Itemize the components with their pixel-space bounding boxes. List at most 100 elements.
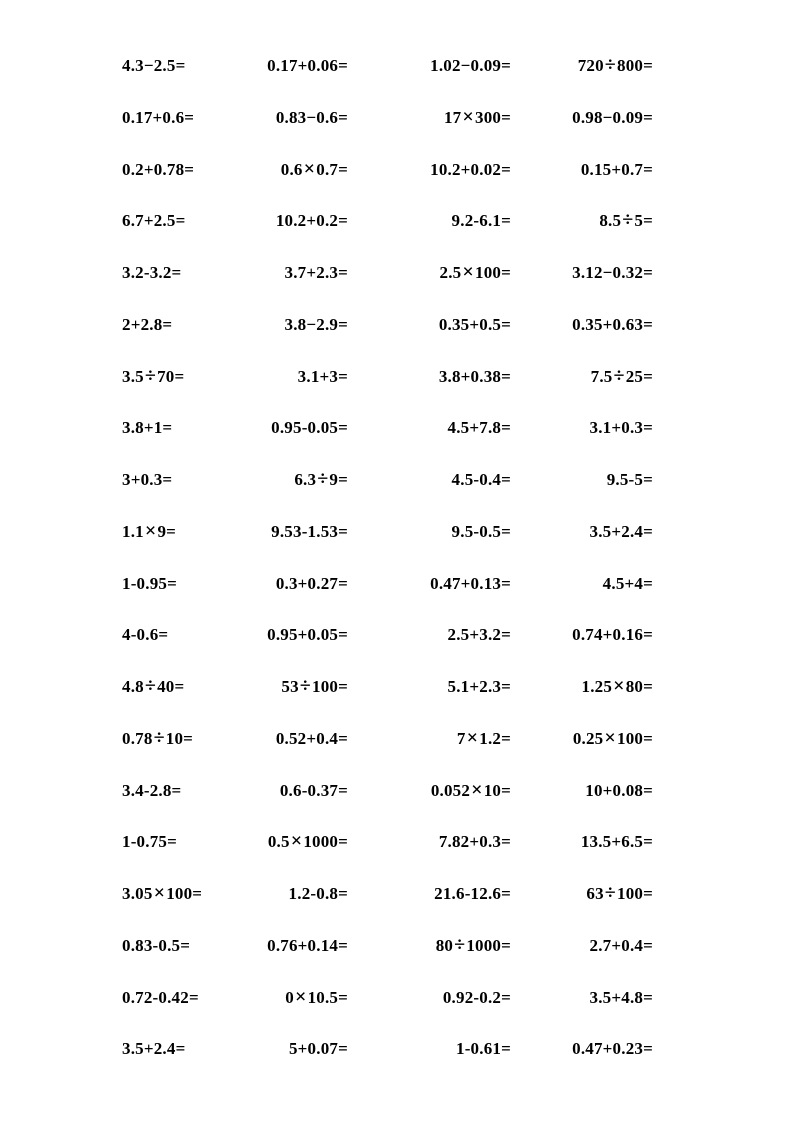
- math-problem: 0.76+0.14=: [267, 935, 348, 955]
- math-problem: 4.5+4=: [602, 573, 653, 593]
- math-problem: 3.4-2.8=: [122, 780, 182, 800]
- math-problem: 1.25×80=: [581, 675, 653, 697]
- math-problem: 6.3÷9=: [294, 468, 348, 490]
- math-problem: 3.1+3=: [297, 366, 348, 386]
- math-problem: 9.5-5=: [606, 470, 653, 489]
- math-problem: 3.8−2.9=: [284, 314, 348, 334]
- math-problem: 0.95-0.05=: [271, 418, 348, 438]
- math-problem: 0.78÷10=: [122, 726, 194, 749]
- math-problem: 63÷100=: [586, 882, 653, 904]
- math-problem: 3.05×100=: [122, 882, 203, 904]
- math-problem: 0.5×1000=: [267, 830, 348, 853]
- math-problem: 1.2-0.8=: [288, 884, 348, 903]
- math-problem: 10.2+0.02=: [430, 159, 511, 179]
- math-problem: 0.52+0.4=: [275, 728, 348, 748]
- math-problem: 2+2.8=: [122, 314, 173, 334]
- operator-symbol: ×: [144, 519, 157, 542]
- math-problem: 2.5×100=: [439, 261, 511, 283]
- math-problem: 0.47+0.23=: [572, 1039, 653, 1059]
- math-problem: 0.72-0.42=: [122, 987, 199, 1007]
- operator-symbol: ×: [462, 261, 474, 283]
- math-problem: 3.5÷70=: [122, 364, 185, 387]
- math-problem: 0.15+0.7=: [580, 159, 653, 179]
- math-problem: 0.6×0.7=: [280, 157, 348, 180]
- math-problem: 3.8+1=: [122, 418, 173, 438]
- operator-symbol: ÷: [613, 364, 625, 387]
- math-problem: 4.5+7.8=: [447, 418, 511, 438]
- math-problem: 21.6-12.6=: [434, 884, 511, 903]
- math-problem: 0×10.5=: [285, 985, 348, 1008]
- operator-symbol: ÷: [454, 933, 466, 956]
- operator-symbol: ÷: [622, 209, 634, 232]
- problems-grid: 4.3−2.5= 0.17+0.06= 1.02−0.09= 720÷800= 0.17…: [122, 54, 653, 1092]
- operator-symbol: ×: [604, 726, 616, 749]
- math-problem: 6.7+2.5=: [122, 211, 186, 231]
- math-problem: 3.8+0.38=: [438, 366, 511, 386]
- math-problem: 3.12−0.32=: [572, 263, 653, 282]
- math-problem: 0.17+0.06=: [267, 56, 348, 75]
- math-problem: 0.98−0.09=: [572, 107, 653, 127]
- math-problem: 3.1+0.3=: [589, 418, 653, 438]
- math-problem: 80÷1000=: [435, 933, 511, 956]
- operator-symbol: ×: [290, 830, 303, 853]
- math-problem: 0.95+0.05=: [267, 625, 348, 645]
- math-problem: 7.82+0.3=: [438, 832, 511, 852]
- operator-symbol: ÷: [317, 468, 329, 490]
- math-problem: 9.53-1.53=: [271, 521, 348, 541]
- math-problem: 4-0.6=: [122, 625, 169, 645]
- math-problem: 0.17+0.6=: [122, 107, 195, 127]
- operator-symbol: ×: [294, 985, 307, 1008]
- operator-symbol: ÷: [299, 675, 311, 697]
- math-problem: 3.5+2.4=: [122, 1039, 186, 1059]
- math-problem: 720÷800=: [577, 54, 653, 76]
- math-problem: 5.1+2.3=: [447, 677, 511, 696]
- math-problem: 0.25×100=: [572, 726, 653, 749]
- math-problem: 8.5÷5=: [599, 209, 653, 232]
- math-problem: 1.1×9=: [122, 519, 177, 542]
- operator-symbol: ÷: [144, 364, 157, 387]
- math-problem: 1-0.95=: [122, 573, 177, 593]
- operator-symbol: ×: [303, 157, 316, 180]
- math-problem: 5+0.07=: [288, 1039, 348, 1059]
- math-problem: 0.6-0.37=: [279, 780, 348, 800]
- operator-symbol: ÷: [604, 882, 616, 904]
- operator-symbol: ÷: [604, 54, 616, 76]
- math-problem: 0.35+0.63=: [572, 314, 653, 334]
- math-problem: 0.74+0.16=: [572, 625, 653, 645]
- operator-symbol: ÷: [144, 675, 157, 697]
- math-problem: 3.7+2.3=: [284, 263, 348, 282]
- math-problem: 4.3−2.5=: [122, 56, 186, 75]
- math-problem: 2.5+3.2=: [447, 625, 511, 645]
- math-problem: 0.052×10=: [430, 778, 511, 801]
- operator-symbol: ÷: [153, 726, 165, 749]
- math-problem: 0.3+0.27=: [275, 573, 348, 593]
- operator-symbol: ×: [466, 726, 479, 749]
- math-problem: 7.5÷25=: [590, 364, 653, 387]
- math-problem: 0.47+0.13=: [430, 573, 511, 593]
- operator-symbol: ×: [153, 882, 166, 904]
- math-problem: 10+0.08=: [585, 780, 653, 800]
- math-problem: 53÷100=: [281, 675, 348, 697]
- math-problem: 0.2+0.78=: [122, 159, 195, 179]
- math-problem: 9.5-0.5=: [451, 521, 511, 541]
- operator-symbol: ×: [462, 105, 474, 128]
- operator-symbol: ×: [613, 675, 625, 697]
- math-problem: 17×300=: [443, 105, 511, 128]
- math-problem: 13.5+6.5=: [580, 832, 653, 852]
- math-problem: 2.7+0.4=: [589, 935, 653, 955]
- math-problem: 0.35+0.5=: [438, 314, 511, 334]
- math-problem: 9.2-6.1=: [451, 211, 511, 231]
- math-problem: 0.83-0.5=: [122, 935, 191, 955]
- math-problem: 3+0.3=: [122, 470, 173, 489]
- math-problem: 4.8÷40=: [122, 675, 185, 697]
- math-problem: 1-0.75=: [122, 832, 177, 852]
- math-problem: 0.92-0.2=: [442, 987, 511, 1007]
- math-problem: 4.5-0.4=: [451, 470, 511, 489]
- math-problem: 0.83−0.6=: [275, 107, 348, 127]
- operator-symbol: ×: [471, 778, 483, 801]
- math-problem: 3.5+2.4=: [589, 521, 653, 541]
- math-problem: 3.2-3.2=: [122, 263, 182, 282]
- math-problem: 1.02−0.09=: [430, 56, 511, 75]
- math-problem: 10.2+0.2=: [275, 211, 348, 231]
